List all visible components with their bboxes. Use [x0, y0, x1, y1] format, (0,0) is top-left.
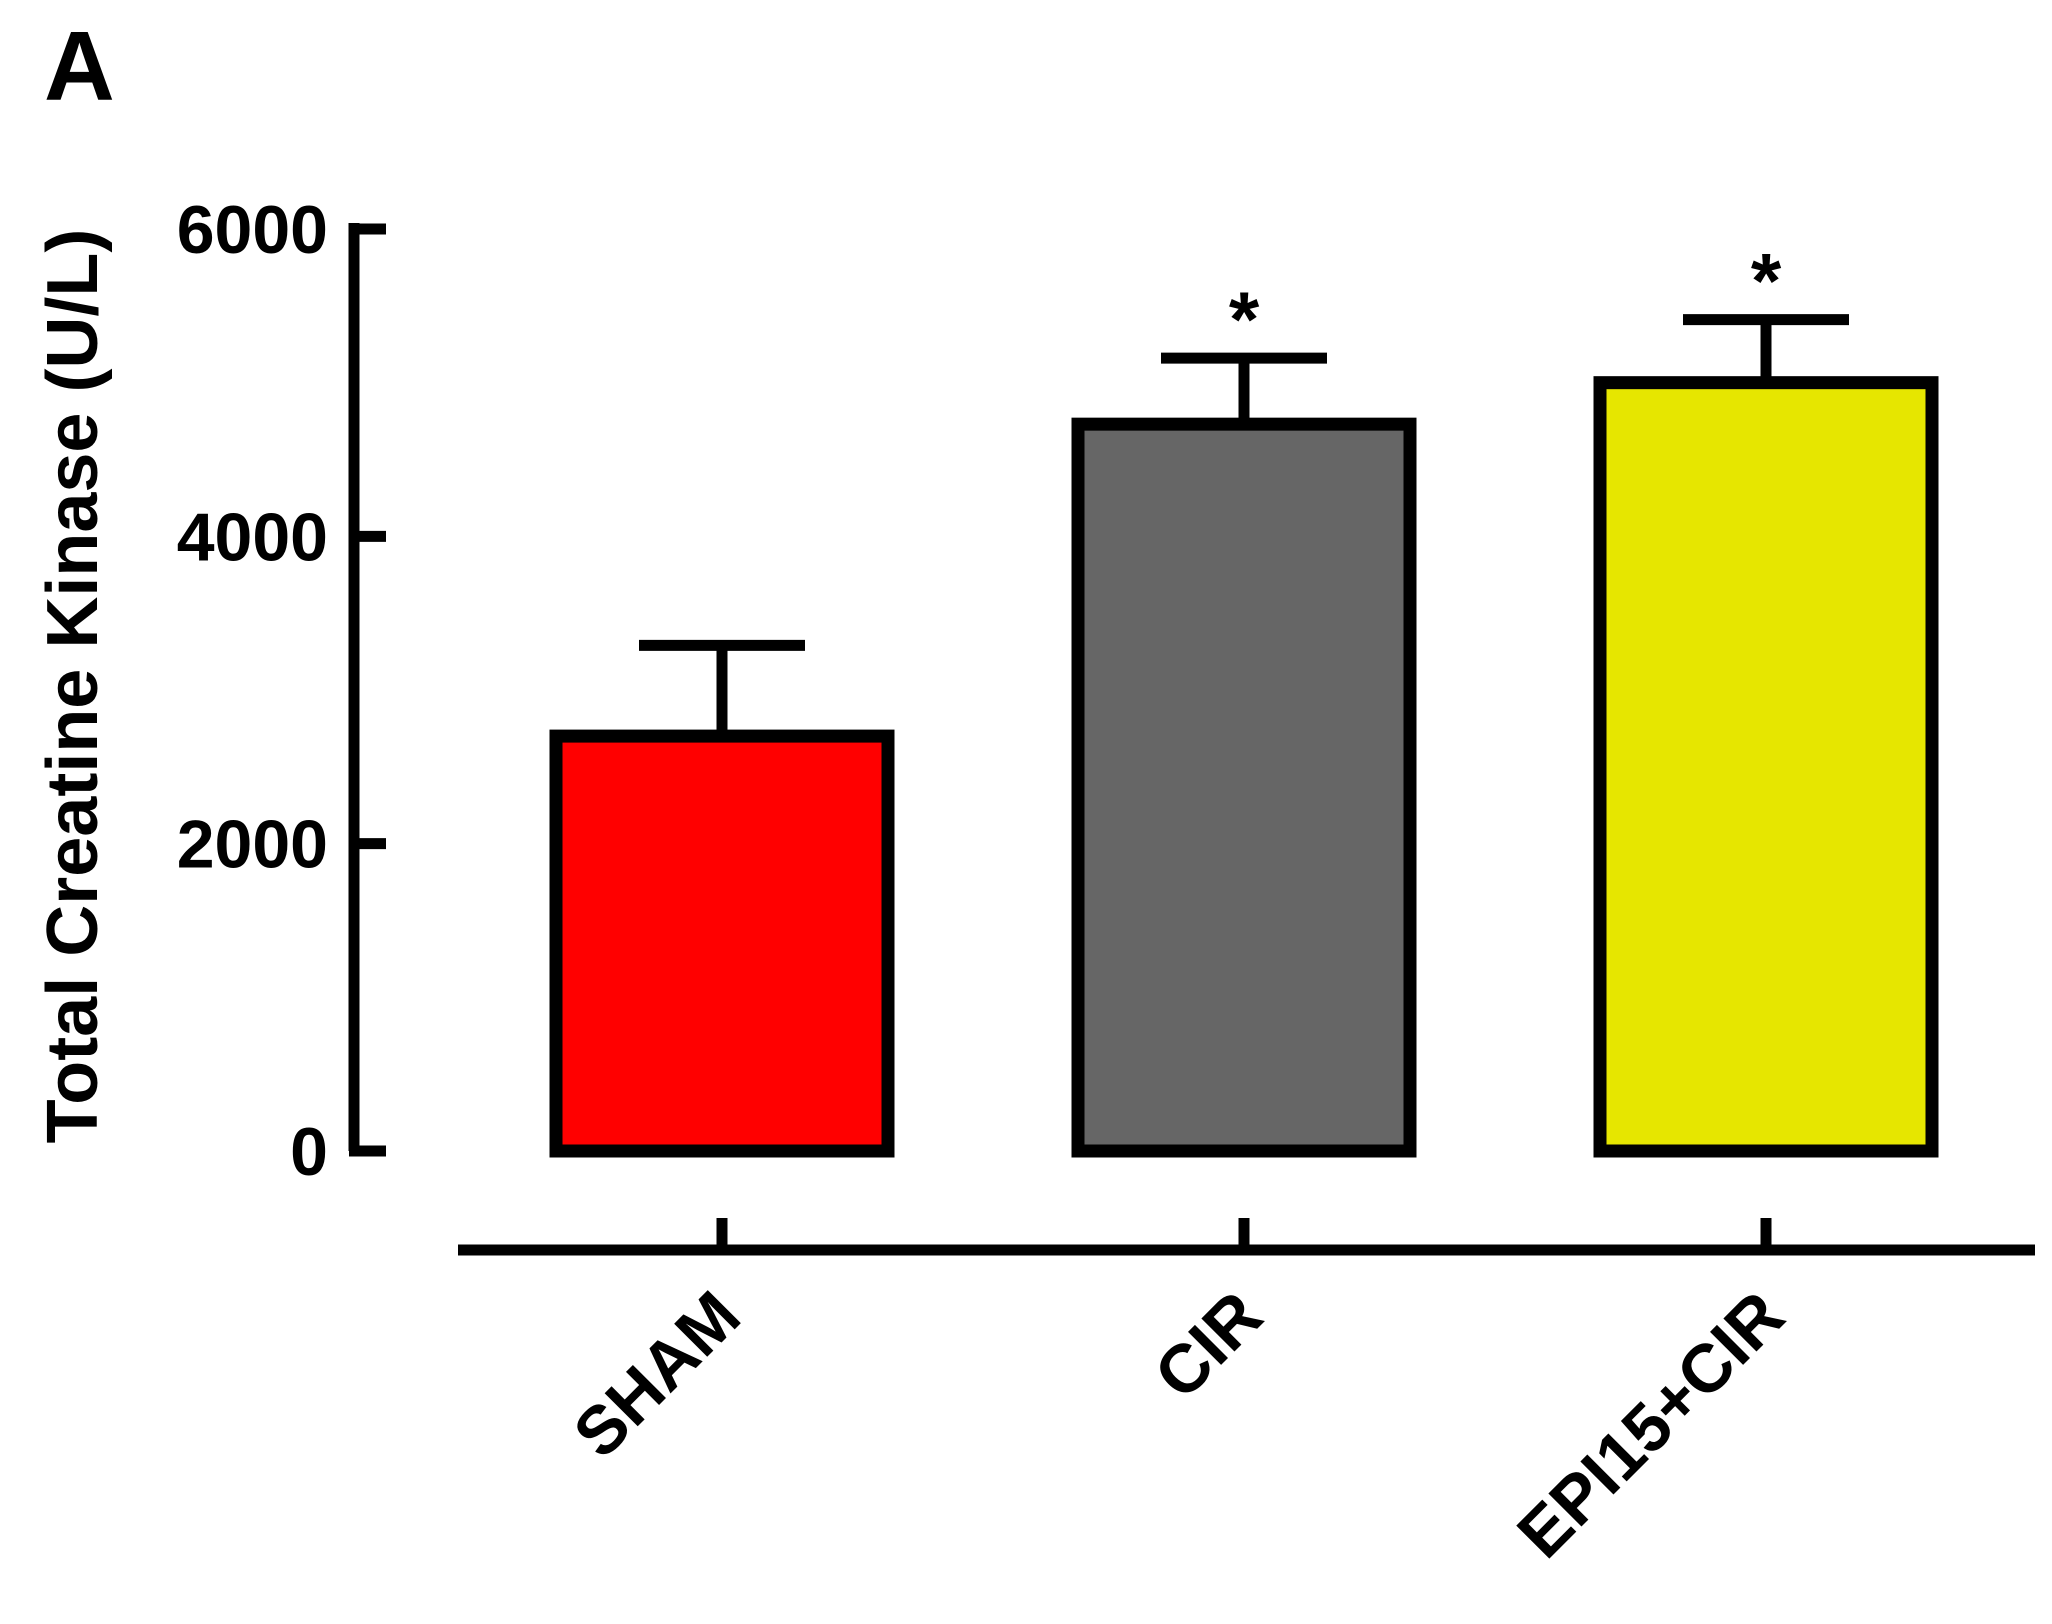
y-tick-label: 2000: [177, 807, 328, 883]
significance-marker: *: [1229, 275, 1260, 363]
x-tick-label: EPI15+CIR: [1503, 1277, 1799, 1573]
significance-marker: *: [1751, 237, 1782, 325]
y-axis-label: Total Creatine Kinase (U/L): [33, 229, 113, 1144]
y-axis-ticks: 0 2000 4000 6000: [177, 192, 386, 1190]
x-axis-ticks: SHAM CIR EPI15+CIR: [559, 1218, 1799, 1573]
bar-cir: [1071, 417, 1417, 1158]
bar-sham: [549, 729, 895, 1158]
x-tick-label: CIR: [1140, 1277, 1277, 1414]
panel-label: A: [44, 11, 115, 121]
y-tick-label: 4000: [177, 499, 328, 575]
x-tick-label: SHAM: [559, 1277, 754, 1472]
y-tick-label: 0: [290, 1114, 328, 1190]
bar-epi15-cir: [1593, 376, 1939, 1158]
bars-group: * *: [549, 237, 1939, 1158]
y-tick-label: 6000: [177, 192, 328, 268]
